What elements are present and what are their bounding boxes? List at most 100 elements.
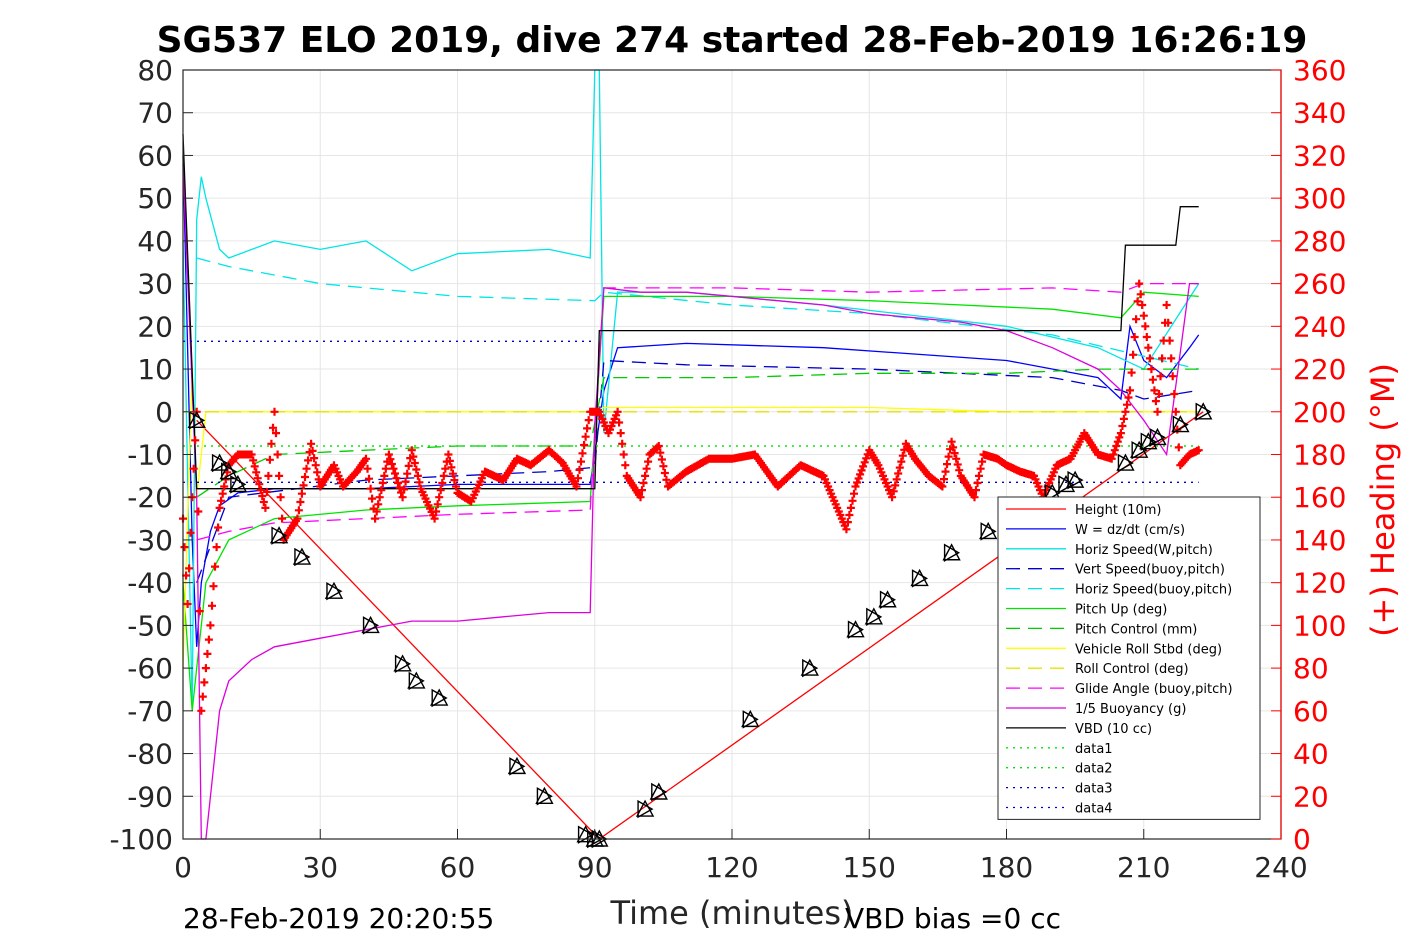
y2-tick-label: 120	[1293, 567, 1346, 600]
heading-point	[262, 487, 271, 496]
heading-point	[206, 621, 215, 630]
heading-point	[299, 481, 308, 490]
heading-point	[256, 486, 265, 495]
y2-tick-label: 260	[1293, 268, 1346, 301]
heading-point	[197, 706, 206, 715]
x-tick-label: 150	[843, 851, 896, 884]
depth-marker	[230, 475, 247, 494]
heading-point	[214, 523, 223, 532]
depth-marker	[741, 709, 760, 728]
heading-point	[296, 498, 305, 506]
heading-point	[843, 518, 852, 527]
heading-point	[574, 474, 582, 483]
heading-point	[943, 460, 951, 469]
depth-marker	[1172, 415, 1189, 434]
heading-point	[366, 484, 375, 493]
heading-point	[1174, 443, 1183, 452]
heading-point	[619, 450, 628, 459]
heading-point	[368, 494, 377, 503]
heading-point	[955, 466, 964, 475]
heading-point	[307, 439, 316, 448]
y-tick-label: -20	[127, 481, 173, 514]
heading-point	[259, 498, 268, 506]
x-tick-label: 60	[440, 851, 476, 884]
x-tick-label: 180	[980, 851, 1033, 884]
y2-tick-label: 280	[1293, 225, 1346, 258]
depth-marker	[879, 590, 896, 609]
heading-point	[447, 463, 456, 472]
depth-marker	[228, 474, 248, 493]
heading-point	[308, 446, 317, 455]
heading-point	[973, 479, 982, 487]
heading-point	[220, 482, 229, 491]
depth-marker	[509, 757, 526, 776]
heading-point	[294, 506, 303, 515]
heading-point	[898, 451, 907, 460]
heading-point	[194, 507, 203, 516]
depth-marker	[324, 581, 344, 599]
heading-point	[1113, 437, 1122, 446]
heading-point	[278, 514, 287, 523]
heading-point	[851, 482, 860, 491]
heading-point	[618, 439, 627, 448]
legend-label: data1	[1075, 742, 1113, 757]
depth-marker	[189, 411, 206, 430]
depth-marker	[1195, 402, 1212, 421]
heading-point	[1119, 414, 1128, 423]
depth-marker	[408, 671, 425, 691]
heading-point	[1151, 397, 1160, 406]
y-tick-label: -100	[109, 823, 173, 856]
depth-marker	[576, 825, 595, 843]
heading-point	[1132, 315, 1141, 324]
heading-point	[1156, 372, 1165, 381]
heading-point	[1147, 365, 1156, 374]
depth-marker	[910, 568, 929, 587]
heading-point	[250, 462, 259, 471]
depth-marker	[269, 526, 289, 544]
depth-marker	[1171, 415, 1190, 433]
heading-point	[572, 482, 581, 491]
y2-tick-label: 140	[1293, 524, 1346, 557]
footer-timestamp: 28-Feb-2019 20:20:55	[183, 902, 494, 935]
heading-point	[208, 601, 216, 610]
heading-point	[1168, 372, 1177, 381]
depth-marker	[271, 526, 288, 545]
heading-point	[972, 486, 980, 495]
heading-point	[638, 486, 646, 495]
heading-point	[1145, 354, 1154, 363]
y-tick-label: 30	[137, 268, 173, 301]
heading-point	[401, 477, 410, 486]
heading-point	[204, 635, 213, 644]
heading-point	[575, 465, 584, 474]
heading-point	[580, 441, 589, 449]
heading-point	[404, 461, 413, 470]
series-line	[182, 134, 1199, 490]
depth-marker	[911, 569, 928, 588]
heading-point	[947, 437, 956, 446]
heading-point	[372, 507, 381, 516]
heading-point	[375, 493, 384, 502]
depth-marker	[942, 543, 961, 561]
heading-point	[377, 486, 386, 495]
depth-marker	[846, 620, 865, 638]
heading-point	[636, 493, 645, 502]
y-tick-label: -70	[127, 695, 173, 728]
legend-label: Horiz Speed(W,pitch)	[1075, 543, 1213, 558]
heading-point	[1139, 311, 1148, 320]
heading-point	[1110, 446, 1119, 455]
heading-point	[302, 464, 311, 473]
heading-point	[950, 449, 959, 458]
heading-point	[975, 471, 983, 480]
depth-marker	[507, 756, 527, 775]
heading-point	[856, 470, 865, 479]
heading-point	[941, 467, 950, 476]
heading-point	[616, 429, 625, 438]
heading-point	[313, 468, 322, 477]
depth-marker	[407, 671, 426, 689]
heading-point	[862, 454, 871, 463]
depth-marker	[802, 658, 819, 678]
legend-box	[997, 496, 1261, 820]
heading-point	[1130, 333, 1139, 341]
depth-marker	[864, 607, 883, 625]
heading-point	[1136, 290, 1145, 299]
